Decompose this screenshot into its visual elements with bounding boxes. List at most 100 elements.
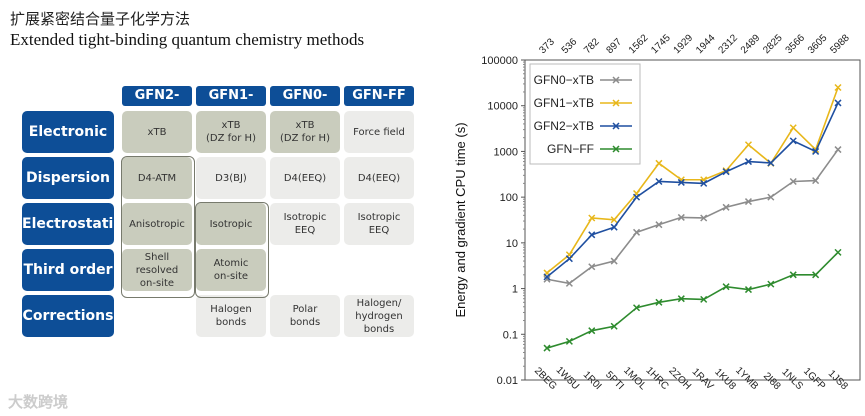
data-point — [812, 271, 820, 279]
data-point — [677, 213, 685, 221]
data-point — [722, 167, 730, 175]
table-cell: D4(EEQ) — [270, 157, 340, 199]
y-tick-label: 1000 — [494, 146, 518, 158]
watermark-logo: 大数跨境 — [8, 393, 69, 411]
top-atom-count-label: 3605 — [806, 32, 830, 56]
row-header: Dispersion — [22, 157, 114, 199]
data-point — [789, 137, 797, 145]
y-tick-label: 1 — [512, 284, 518, 296]
x-tick-label: 1NLS — [779, 367, 805, 393]
legend-label: GFN−FF — [547, 142, 594, 156]
data-point — [722, 203, 730, 211]
x-tick-label: 1MOL — [621, 365, 648, 392]
table-cell: xTB (DZ for H) — [270, 111, 340, 153]
table-cell: Isotropic EEQ — [344, 203, 414, 245]
data-point — [744, 286, 752, 294]
data-point — [700, 176, 708, 184]
data-point — [744, 198, 752, 206]
plot-frame — [524, 59, 861, 381]
data-point — [677, 176, 685, 184]
data-point — [700, 295, 708, 303]
data-point — [655, 221, 663, 229]
data-point — [812, 146, 820, 154]
column-header: GFN1-xTB — [196, 86, 266, 123]
data-point — [767, 280, 775, 288]
y-tick-label: 10000 — [487, 101, 518, 113]
x-tick-label: 1GFP — [801, 366, 827, 392]
data-point — [744, 158, 752, 166]
table-cell: D4-ATM — [122, 157, 192, 199]
table-cell: Polar bonds — [270, 295, 340, 337]
data-point — [565, 279, 573, 287]
y-tick-label: 0.1 — [503, 329, 518, 341]
row-header: Third order — [22, 249, 114, 291]
data-point — [677, 295, 685, 303]
data-point — [543, 275, 551, 283]
table-cell: Isotropic EEQ — [270, 203, 340, 245]
legend-label: GFN2−xTB — [534, 119, 594, 133]
data-point — [812, 177, 820, 185]
y-tick-label: 10 — [506, 238, 518, 250]
data-point — [744, 141, 752, 149]
data-point — [588, 231, 596, 239]
top-atom-count-label: 2489 — [739, 32, 763, 56]
table-cell: Shell resolved on-site — [122, 249, 192, 291]
data-point — [565, 251, 573, 259]
top-atom-count-label: 2312 — [716, 32, 740, 56]
top-atom-count-label: 5988 — [828, 32, 852, 56]
data-point — [834, 99, 842, 107]
row-header: Corrections — [22, 295, 114, 337]
data-point — [610, 223, 618, 231]
table-cell: xTB — [122, 111, 192, 153]
data-point — [722, 283, 730, 291]
data-point — [588, 263, 596, 271]
top-atom-count-label: 1562 — [627, 32, 651, 56]
data-point — [610, 216, 618, 224]
column-header: GFN2-xTB — [122, 86, 192, 123]
top-atom-count-label: 1745 — [649, 32, 673, 56]
table-cell: Halogen/ hydrogen bonds — [344, 295, 414, 337]
data-point — [767, 159, 775, 167]
data-point — [789, 271, 797, 279]
top-atom-count-label: 897 — [604, 36, 624, 56]
data-point — [655, 177, 663, 186]
data-point — [633, 228, 641, 236]
data-point — [677, 178, 685, 186]
table-cell: Isotropic — [196, 203, 266, 245]
top-atom-count-label: 1944 — [694, 32, 718, 56]
data-point — [633, 193, 641, 201]
data-point — [834, 146, 842, 154]
data-point — [655, 298, 663, 306]
data-point — [633, 304, 641, 312]
data-point — [700, 179, 708, 187]
top-atom-count-label: 373 — [537, 36, 557, 56]
data-point — [767, 193, 775, 201]
top-atom-count-label: 2825 — [761, 32, 785, 56]
table-cell: xTB (DZ for H) — [196, 111, 266, 153]
data-point — [789, 124, 797, 132]
y-axis-label: Energy and gradient CPU time (s) — [453, 122, 468, 317]
table-cell: Atomic on-site — [196, 249, 266, 291]
data-point — [543, 273, 551, 281]
title-chinese: 扩展紧密结合量子化学方法 — [10, 10, 191, 28]
series-line — [546, 102, 839, 278]
top-atom-count-label: 1929 — [672, 32, 696, 56]
top-atom-count-label: 536 — [560, 36, 580, 56]
data-point — [700, 214, 708, 222]
legend-marker — [612, 99, 620, 107]
x-tick-label: 1RAV — [690, 366, 716, 392]
y-tick-label: 0.01 — [497, 375, 518, 387]
legend-box — [529, 63, 641, 165]
x-tick-label: 2BEG — [532, 365, 559, 392]
table-cell: D3(BJ) — [196, 157, 266, 199]
legend-marker — [612, 122, 620, 130]
inheritance-bracket — [195, 202, 269, 298]
data-point — [588, 327, 596, 335]
data-point — [812, 147, 820, 155]
table-cell: Force field — [344, 111, 414, 153]
data-point — [789, 177, 797, 186]
data-point — [834, 83, 842, 92]
x-tick-label: 2ZOH — [666, 365, 693, 392]
data-point — [633, 189, 641, 198]
data-point — [565, 255, 573, 263]
